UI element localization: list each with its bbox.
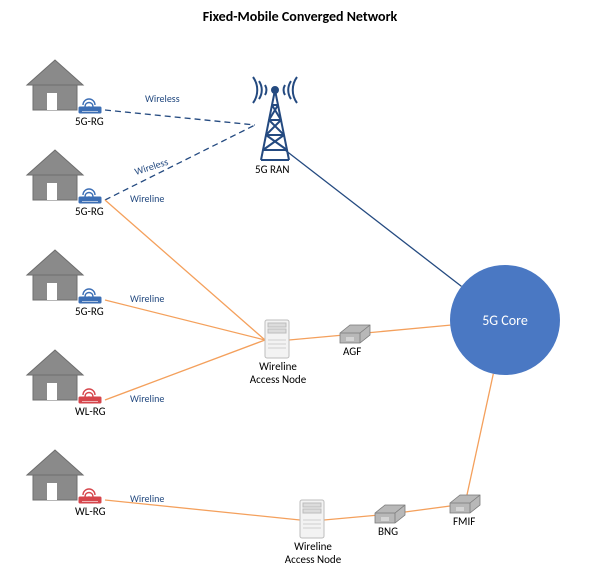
wl-rg-icon bbox=[79, 389, 101, 403]
edge-label: Wireless bbox=[145, 92, 180, 105]
edge-house4-wan1 bbox=[105, 340, 265, 400]
edge-house2-ran bbox=[105, 125, 255, 200]
bng-icon bbox=[375, 505, 405, 523]
house-3 bbox=[27, 250, 101, 303]
edge-label: Wireline bbox=[130, 492, 164, 505]
house-4 bbox=[27, 350, 101, 403]
fmif-label: FMIF bbox=[453, 515, 475, 528]
5g-rg-icon bbox=[79, 99, 101, 113]
edge-label: Wireline bbox=[130, 192, 164, 205]
house-1 bbox=[27, 60, 101, 113]
wl-rg-icon bbox=[79, 489, 101, 503]
rg-label: WL-RG bbox=[75, 505, 106, 518]
wan-label: WirelineAccess Node bbox=[247, 360, 309, 386]
bng-label: BNG bbox=[378, 525, 398, 538]
wireline-access-node-icon bbox=[265, 320, 289, 358]
wan-label: WirelineAccess Node bbox=[282, 540, 344, 566]
rg-label: 5G-RG bbox=[75, 205, 104, 218]
edge-house3-wan1 bbox=[105, 300, 265, 340]
5g-rg-icon bbox=[79, 189, 101, 203]
edge-house2-wan1 bbox=[105, 200, 265, 340]
fmif-icon bbox=[450, 495, 480, 513]
core-label: 5G Core bbox=[482, 312, 528, 329]
edge-label: Wireline bbox=[130, 292, 164, 305]
rg-label: 5G-RG bbox=[75, 305, 104, 318]
house-2 bbox=[27, 150, 101, 203]
rg-label: WL-RG bbox=[75, 405, 106, 418]
agf-icon bbox=[340, 325, 370, 343]
house-5 bbox=[27, 450, 101, 503]
wireline-access-node-icon bbox=[300, 500, 324, 538]
rg-label: 5G-RG bbox=[75, 115, 104, 128]
agf-label: AGF bbox=[343, 345, 361, 358]
edge-label: Wireline bbox=[130, 392, 164, 405]
edge-house1-ran bbox=[105, 110, 255, 125]
edge-fmif-core bbox=[465, 374, 493, 504]
edge-ran-core bbox=[285, 150, 461, 286]
ran-label: 5G RAN bbox=[255, 163, 289, 176]
5g-rg-icon bbox=[79, 289, 101, 303]
diagram-canvas: 5G Core bbox=[0, 0, 600, 585]
ran-tower-icon bbox=[253, 77, 297, 160]
